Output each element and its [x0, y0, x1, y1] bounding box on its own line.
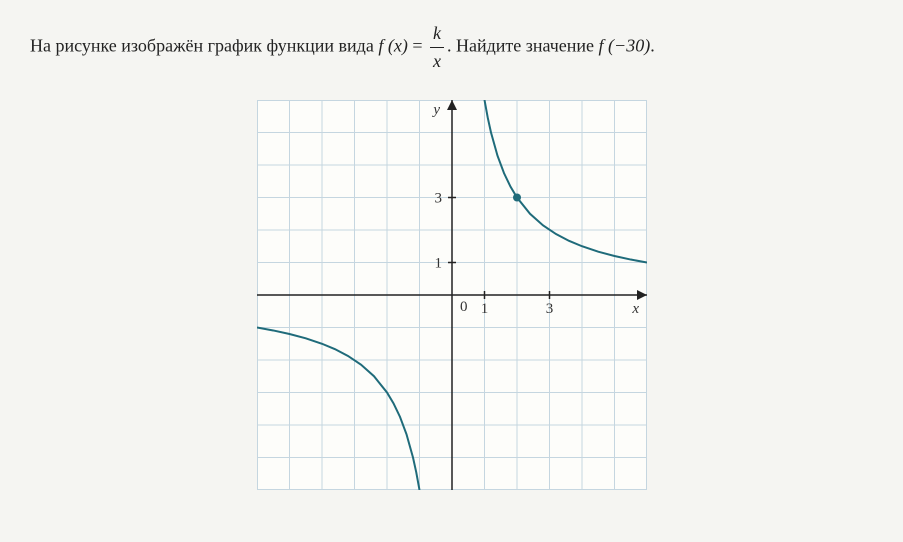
- equals-sign: =: [412, 36, 427, 56]
- marker-point: [513, 194, 521, 202]
- y-tick-label: 3: [434, 191, 442, 207]
- chart-container: 1 3 1 3 0 y x: [30, 100, 873, 495]
- fraction-numerator: k: [430, 20, 444, 48]
- period: .: [447, 36, 456, 56]
- function-lhs: f (x): [378, 36, 407, 56]
- y-tick-label: 1: [434, 256, 442, 272]
- problem-suffix: Найдите значение: [456, 36, 599, 56]
- y-axis-arrow: [447, 100, 457, 110]
- problem-statement: На рисунке изображён график функции вида…: [30, 20, 873, 75]
- x-tick-label: 1: [480, 301, 488, 317]
- origin-label: 0: [460, 299, 468, 315]
- x-axis-arrow: [637, 290, 647, 300]
- y-axis-label: y: [431, 102, 440, 118]
- final-period: .: [650, 36, 655, 56]
- problem-prefix: На рисунке изображён график функции вида: [30, 36, 378, 56]
- x-axis-label: x: [631, 301, 639, 317]
- x-tick-label: 3: [545, 301, 553, 317]
- fraction-denominator: x: [430, 48, 444, 75]
- curve-positive-branch: [484, 100, 647, 263]
- function-eval: f (−30): [599, 36, 651, 56]
- curve-negative-branch: [257, 328, 420, 491]
- fraction: k x: [430, 20, 444, 75]
- function-chart: 1 3 1 3 0 y x: [257, 100, 647, 490]
